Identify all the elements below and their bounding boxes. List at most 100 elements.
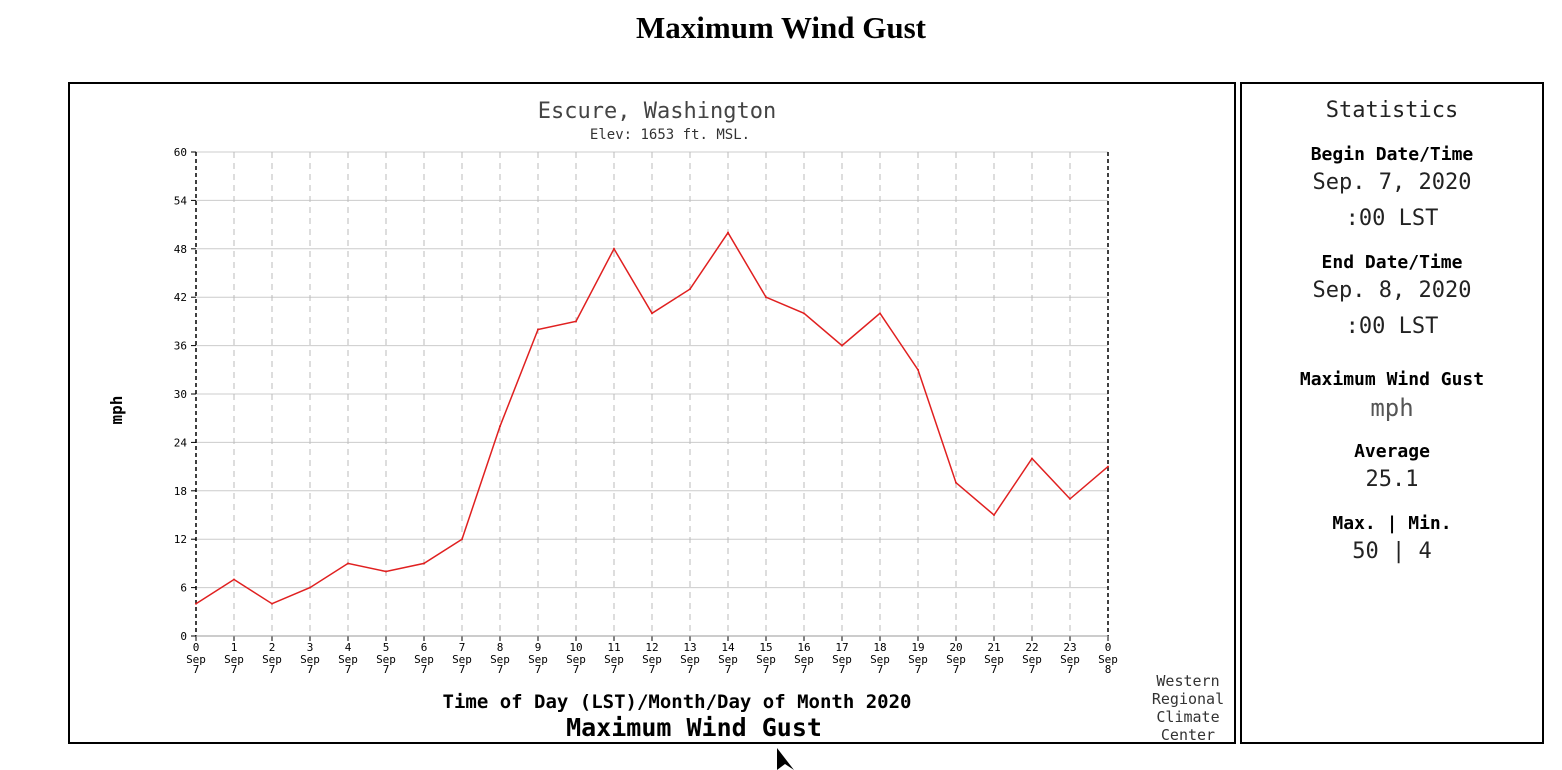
x-tick-hour-label: 4 (345, 641, 352, 654)
x-tick-hour-label: 5 (383, 641, 390, 654)
begin-date-label: Begin Date/Time (1310, 144, 1474, 165)
mouse-cursor-icon (777, 748, 794, 770)
average-value: 25.1 (1365, 467, 1419, 492)
y-tick-label: 12 (174, 533, 187, 546)
units-value: mph (1370, 394, 1414, 422)
y-tick-label: 6 (180, 582, 187, 595)
data-point (309, 586, 311, 589)
x-tick-day-label: 7 (459, 663, 466, 676)
data-point (575, 320, 577, 323)
data-point (537, 328, 539, 331)
x-tick-hour-label: 8 (497, 641, 504, 654)
data-point (1107, 465, 1109, 468)
end-date-label: End Date/Time (1321, 252, 1463, 273)
x-tick-day-label: 7 (991, 663, 998, 676)
x-tick-day-label: 7 (1067, 663, 1074, 676)
x-tick-day-label: 7 (763, 663, 770, 676)
x-tick-month-label: Sep (262, 653, 282, 666)
x-tick-day-label: 7 (345, 663, 352, 676)
credit-line-4: Center (1161, 726, 1215, 742)
data-point (613, 247, 615, 250)
x-tick-month-label: Sep (452, 653, 472, 666)
x-tick-day-label: 7 (915, 663, 922, 676)
x-tick-day-label: 7 (497, 663, 504, 676)
x-tick-hour-label: 18 (873, 641, 886, 654)
data-point (347, 562, 349, 565)
data-point (423, 562, 425, 565)
y-tick-label: 30 (174, 388, 187, 401)
x-tick-month-label: Sep (414, 653, 434, 666)
x-tick-day-label: 7 (231, 663, 238, 676)
data-point (765, 296, 767, 299)
max-min-value: 50 | 4 (1352, 539, 1432, 564)
x-tick-hour-label: 19 (911, 641, 924, 654)
credit-line-1: Western (1156, 672, 1219, 690)
x-tick-month-label: Sep (642, 653, 662, 666)
y-tick-label: 54 (174, 194, 188, 207)
data-point (689, 288, 691, 291)
x-tick-hour-label: 1 (231, 641, 238, 654)
data-point (727, 231, 729, 234)
chart-panel: 0 6 12 18 24 30 36 42 48 54 60 0 Sep 7 1 Sep 7 2 Sep 7 3 Sep 7… (68, 82, 1236, 744)
x-tick-day-label: 7 (953, 663, 960, 676)
wind-gust-chart: 061218243036424854600Sep71Sep72Sep73Sep7… (107, 99, 1224, 744)
y-axis-label: mph (107, 396, 126, 425)
x-tick-hour-label: 16 (797, 641, 810, 654)
x-tick-month-label: Sep (528, 653, 548, 666)
data-point (461, 538, 463, 541)
y-tick-label: 42 (174, 291, 187, 304)
x-tick-hour-label: 11 (607, 641, 620, 654)
credit-line-3: Climate (1156, 708, 1219, 726)
x-tick-month-label: Sep (224, 653, 244, 666)
chart-bottom-title: Maximum Wind Gust (566, 713, 822, 742)
x-tick-month-label: Sep (1060, 653, 1080, 666)
x-tick-month-label: Sep (604, 653, 624, 666)
data-point (499, 425, 501, 428)
x-tick-day-label: 7 (611, 663, 618, 676)
x-tick-day-label: 8 (1105, 663, 1112, 676)
data-point (879, 312, 881, 315)
y-tick-label: 48 (174, 243, 187, 256)
x-tick-month-label: Sep (300, 653, 320, 666)
x-tick-hour-label: 14 (721, 641, 735, 654)
x-tick-month-label: Sep (832, 653, 852, 666)
x-tick-hour-label: 9 (535, 641, 542, 654)
x-tick-day-label: 7 (649, 663, 656, 676)
x-tick-day-label: 7 (725, 663, 732, 676)
data-point (1031, 457, 1033, 460)
x-tick-month-label: Sep (984, 653, 1004, 666)
x-tick-hour-label: 15 (759, 641, 772, 654)
x-tick-hour-label: 21 (987, 641, 1000, 654)
y-tick-label: 0 (180, 630, 187, 643)
credit-line-2: Regional (1152, 690, 1224, 708)
y-tick-label: 18 (174, 485, 187, 498)
x-tick-hour-label: 22 (1025, 641, 1038, 654)
x-tick-hour-label: 0 (193, 641, 200, 654)
x-tick-day-label: 7 (193, 663, 200, 676)
element-label: Maximum Wind Gust (1299, 369, 1485, 390)
y-tick-label: 60 (174, 146, 187, 159)
x-tick-day-label: 7 (535, 663, 542, 676)
chart-title: Escure, Washington (538, 99, 776, 124)
x-tick-day-label: 7 (839, 663, 846, 676)
x-tick-month-label: Sep (680, 653, 700, 666)
data-point (803, 312, 805, 315)
x-tick-hour-label: 23 (1063, 641, 1076, 654)
data-point (993, 514, 995, 516)
x-tick-hour-label: 0 (1105, 641, 1112, 654)
x-tick-hour-label: 13 (683, 641, 696, 654)
page-title: Maximum Wind Gust (636, 10, 926, 45)
x-tick-month-label: Sep (338, 653, 358, 666)
data-point (841, 344, 843, 347)
x-tick-month-label: Sep (566, 653, 586, 666)
x-tick-month-label: Sep (908, 653, 928, 666)
y-tick-label: 36 (174, 340, 187, 353)
tick-labels: 061218243036424854600Sep71Sep72Sep73Sep7… (174, 146, 1118, 676)
begin-time-value: :00 LST (1345, 206, 1439, 231)
x-tick-day-label: 7 (801, 663, 808, 676)
x-tick-month-label: Sep (756, 653, 776, 666)
statistics-title: Statistics (1325, 98, 1459, 123)
x-tick-month-label: Sep (794, 653, 814, 666)
x-tick-hour-label: 2 (269, 641, 276, 654)
data-point (195, 602, 197, 605)
